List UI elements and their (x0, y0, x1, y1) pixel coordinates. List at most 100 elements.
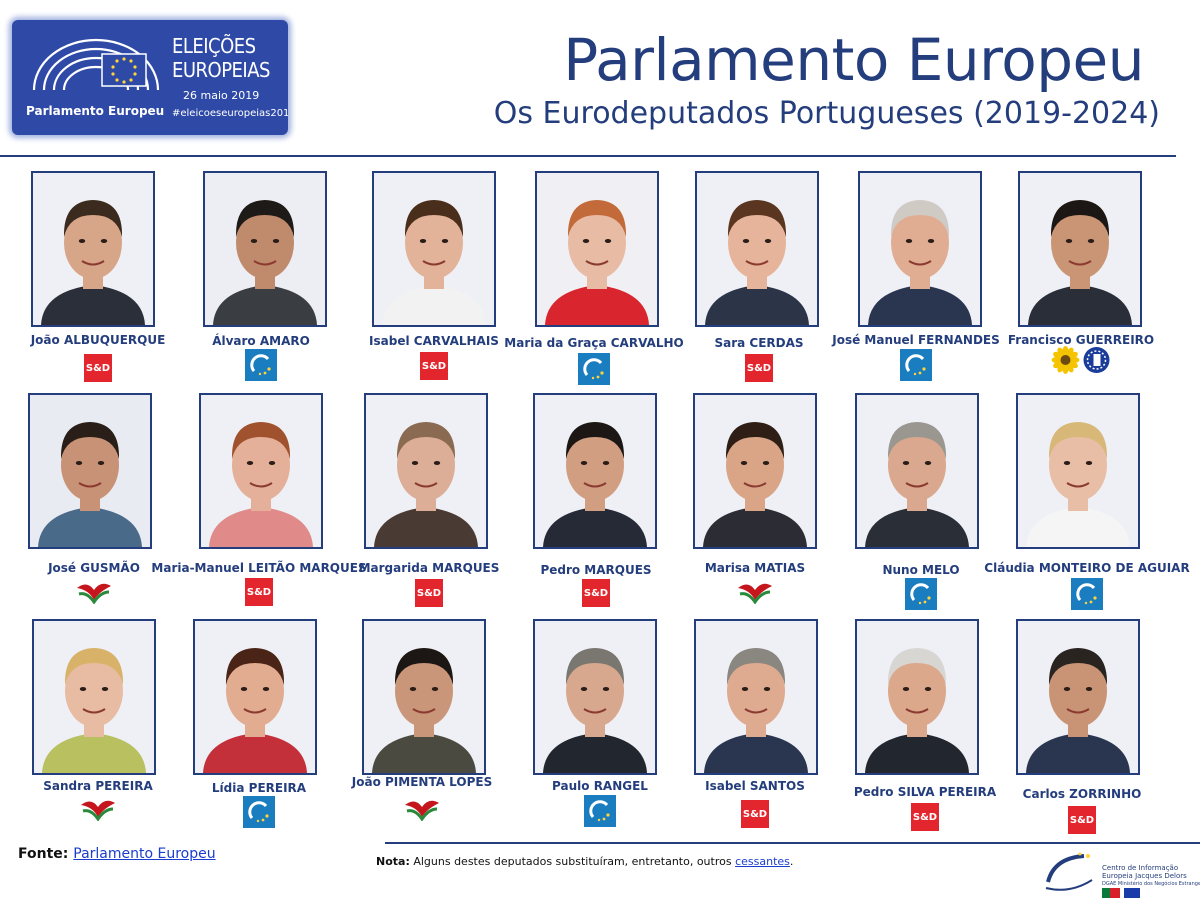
member-name: João ALBUQUERQUE (30, 333, 166, 347)
sd-logo-icon: S&D (911, 803, 939, 831)
portrait-image (537, 173, 657, 325)
member-photo (203, 171, 327, 327)
party-logo: S&D (245, 578, 273, 606)
member-photo (193, 619, 317, 775)
portrait-image (857, 395, 977, 547)
party-logo (1071, 578, 1103, 610)
page-subtitle: Os Eurodeputados Portugueses (2019-2024) (493, 96, 1160, 131)
member-photo (199, 393, 323, 549)
portrait-image (195, 621, 315, 773)
cessantes-link[interactable]: cessantes (735, 855, 790, 868)
sd-logo-icon: S&D (245, 578, 273, 606)
member-photo (362, 619, 486, 775)
portrait-image (34, 621, 154, 773)
party-logo: S&D (84, 354, 112, 382)
flags-icon (1102, 888, 1140, 898)
epp-logo-icon (584, 795, 616, 827)
cie-logo: Centro de Informação Europeia Jacques De… (1040, 850, 1200, 898)
member-name: Maria-Manuel LEITÃO MARQUES (151, 561, 367, 575)
sd-logo-icon: S&D (741, 800, 769, 828)
member-photo (364, 393, 488, 549)
cie-line1: Centro de Informação (1102, 864, 1179, 872)
portrait-image (1018, 621, 1138, 773)
portrait-image (857, 621, 977, 773)
footer-divider (385, 842, 1200, 844)
elections-logo: Parlamento Europeu ELEIÇÕES EUROPEIAS 26… (12, 20, 288, 135)
member-name: Francisco GUERREIRO (1007, 333, 1155, 347)
portrait-image (860, 173, 980, 325)
portrait-image (205, 173, 325, 325)
sd-logo-icon: S&D (84, 354, 112, 382)
member-name: Lídia PEREIRA (211, 781, 307, 795)
member-photo (695, 171, 819, 327)
party-logo (79, 795, 117, 822)
party-logo (584, 795, 616, 827)
cie-swoosh-icon (1045, 852, 1093, 891)
member-name: Sara CERDAS (714, 336, 804, 350)
gue-ngl-logo-icon (75, 578, 113, 605)
portrait-image (1018, 395, 1138, 547)
greens-sunflower-icon (1051, 346, 1080, 374)
member-photo (533, 619, 657, 775)
member-photo (31, 171, 155, 327)
page-title: Parlamento Europeu (563, 26, 1144, 94)
member-photo (858, 171, 982, 327)
portrait-image (1020, 173, 1140, 325)
member-photo (533, 393, 657, 549)
epp-logo-icon (900, 349, 932, 381)
party-logo (75, 578, 113, 605)
member-name: Marisa MATIAS (704, 561, 806, 575)
party-logo: S&D (911, 803, 939, 831)
member-name: Carlos ZORRINHO (1022, 787, 1142, 801)
epp-logo-icon (1071, 578, 1103, 610)
epp-logo-icon (905, 578, 937, 610)
party-logo: S&D (420, 352, 448, 380)
member-photo (535, 171, 659, 327)
note-label: Nota: (376, 855, 410, 868)
portrait-image (374, 173, 494, 325)
member-name: José GUSMÃO (48, 561, 140, 575)
member-photo (372, 171, 496, 327)
member-photo (28, 393, 152, 549)
portrait-image (364, 621, 484, 773)
member-name: Pedro SILVA PEREIRA (853, 785, 997, 799)
sd-logo-icon: S&D (415, 579, 443, 607)
sd-logo-icon: S&D (1068, 806, 1096, 834)
member-photo (32, 619, 156, 775)
member-name: Isabel CARVALHAIS (369, 334, 499, 348)
cie-text: Centro de Informação Europeia Jacques De… (1102, 864, 1200, 888)
member-name: Cláudia MONTEIRO DE AGUIAR (984, 561, 1190, 575)
party-logo (1051, 346, 1111, 374)
member-name: Paulo RANGEL (552, 779, 648, 793)
source-link[interactable]: Parlamento Europeu (73, 846, 216, 862)
efa-logo-icon (1083, 346, 1111, 374)
member-photo (855, 619, 979, 775)
logo-date: 26 maio 2019 (183, 89, 260, 102)
member-photo (1016, 619, 1140, 775)
party-logo (243, 796, 275, 828)
party-logo (403, 795, 441, 822)
member-name: Margarida MARQUES (358, 561, 500, 575)
gue-ngl-logo-icon (403, 795, 441, 822)
member-photo (693, 393, 817, 549)
member-name: Sandra PEREIRA (43, 779, 153, 793)
portrait-image (697, 173, 817, 325)
note-text: Alguns destes deputados substituíram, en… (409, 855, 736, 868)
member-photo (1016, 393, 1140, 549)
member-photo (855, 393, 979, 549)
sd-logo-icon: S&D (582, 579, 610, 607)
member-name: Pedro MARQUES (540, 563, 652, 577)
epp-logo-icon (578, 353, 610, 385)
member-name: João PIMENTA LOPES (351, 775, 493, 789)
cie-line3: DGAE Ministério dos Negócios Estrangeiro… (1102, 881, 1200, 887)
party-logo (900, 349, 932, 381)
gue-ngl-logo-icon (79, 795, 117, 822)
member-name: Isabel SANTOS (705, 779, 805, 793)
member-name: Maria da Graça CARVALHO (504, 336, 684, 350)
party-logo: S&D (582, 579, 610, 607)
member-photo (694, 619, 818, 775)
party-logo: S&D (745, 354, 773, 382)
logo-line1: ELEIÇÕES (172, 34, 256, 58)
portrait-image (33, 173, 153, 325)
party-logo (905, 578, 937, 610)
